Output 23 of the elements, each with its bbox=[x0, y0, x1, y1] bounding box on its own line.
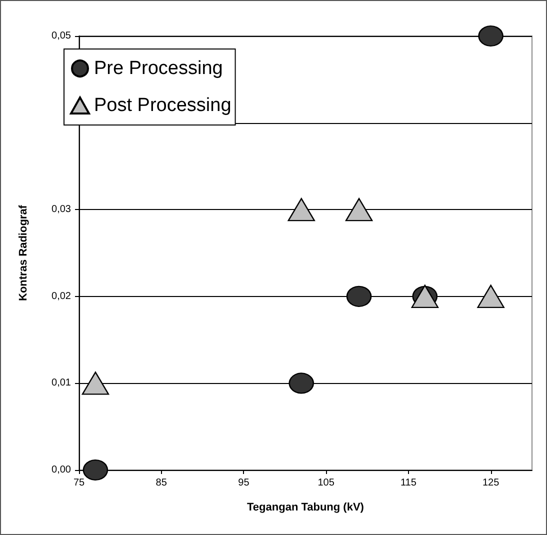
y-tick-label: 0,05 bbox=[52, 30, 72, 42]
x-tick-label: 85 bbox=[156, 478, 168, 488]
legend-label: Post Processing bbox=[94, 95, 232, 116]
x-tick-label: 95 bbox=[238, 478, 250, 488]
legend-label: Pre Processing bbox=[94, 58, 223, 79]
x-tick-label: 75 bbox=[73, 478, 85, 488]
y-tick-label: 0,01 bbox=[52, 378, 72, 389]
y-tick-label: 0,02 bbox=[52, 290, 72, 302]
point bbox=[288, 372, 314, 394]
x-axis-title: Tegangan Tabung (kV) bbox=[247, 502, 364, 514]
y-tick-label: 0,00 bbox=[52, 464, 72, 476]
point bbox=[345, 198, 373, 222]
x-tick-label: 105 bbox=[318, 478, 335, 488]
point bbox=[477, 284, 504, 308]
point bbox=[82, 459, 108, 481]
y-axis-title: Kontras Radiograf bbox=[18, 204, 30, 301]
point bbox=[288, 198, 315, 222]
x-tick-label: 125 bbox=[482, 478, 500, 488]
x-tick-label: 115 bbox=[400, 478, 417, 488]
point bbox=[346, 286, 372, 307]
point bbox=[478, 25, 504, 47]
y-tick-label: 0,03 bbox=[52, 204, 72, 216]
point bbox=[82, 372, 110, 395]
